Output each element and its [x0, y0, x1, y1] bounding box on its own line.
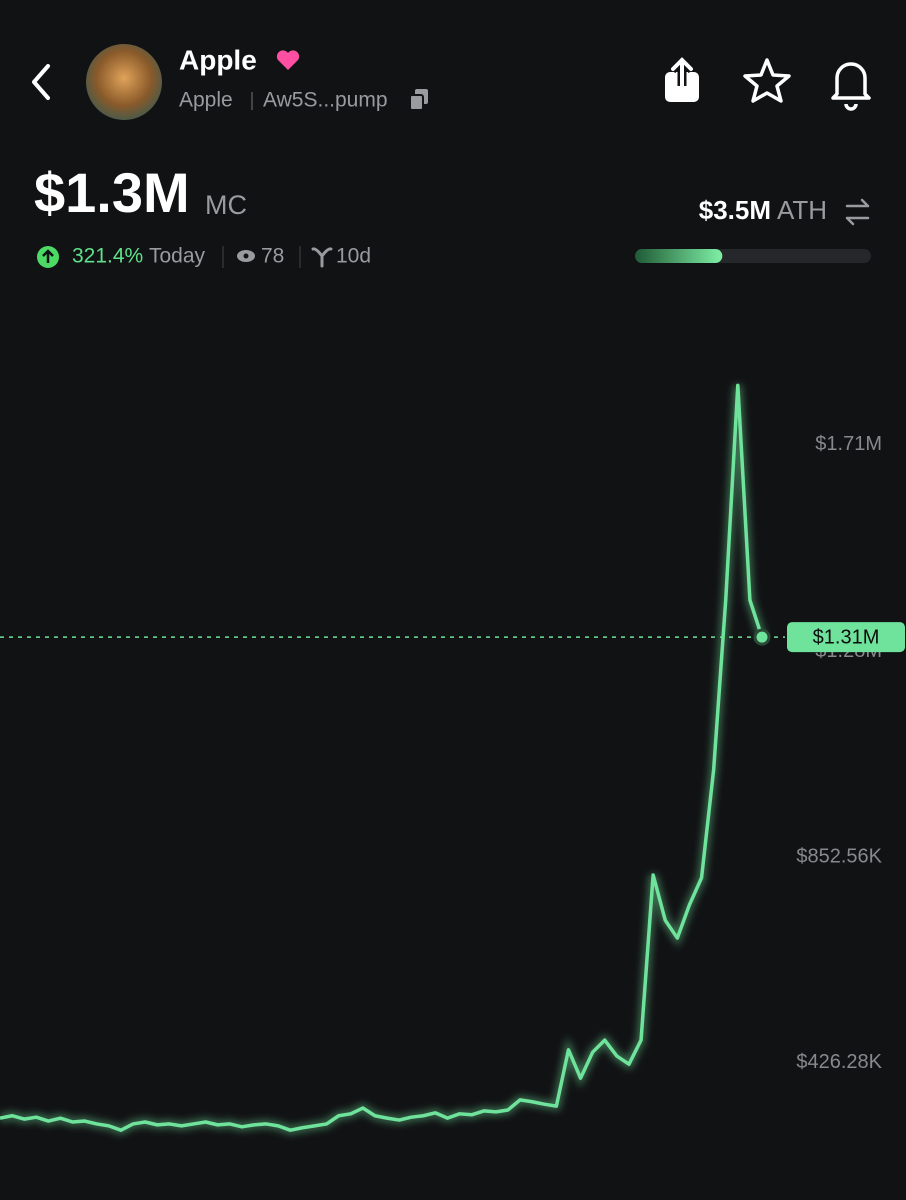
current-dot: [753, 628, 771, 646]
ath-label: ATH: [777, 195, 827, 225]
age-icon: [311, 247, 333, 268]
copy-button[interactable]: [409, 89, 428, 111]
price-line: [0, 383, 764, 1132]
current-price-label: $1.31M: [813, 626, 880, 648]
market-cap: $1.3M: [34, 161, 190, 224]
favorite-heart[interactable]: [276, 50, 300, 70]
change-period: Today: [149, 245, 206, 268]
star-button[interactable]: [743, 58, 791, 103]
market-cap-label: MC: [205, 190, 247, 220]
change-arrow: [42, 249, 54, 263]
token-ticker: Apple: [179, 89, 233, 112]
ath-value: $3.5M: [699, 195, 771, 225]
token-address: Aw5S...pump: [263, 89, 388, 112]
views-icon: [237, 250, 255, 262]
share-button[interactable]: [665, 53, 699, 102]
views: 78: [261, 245, 284, 268]
y-tick-label: $426.28K: [796, 1051, 882, 1073]
current-price-badge: [787, 622, 905, 653]
back-button[interactable]: [32, 64, 50, 100]
age: 10d: [336, 245, 371, 268]
token-name: Apple: [179, 44, 257, 75]
y-tick-label: $1.71M: [815, 433, 882, 455]
ath-progress: [635, 249, 723, 263]
change-percent: 321.4%: [72, 245, 143, 268]
avatar: [86, 44, 162, 120]
alert-button[interactable]: [831, 62, 871, 111]
swap-button[interactable]: [845, 198, 870, 226]
chart: $426.28K$852.56K$1.28M$1.71M$1.31M: [0, 383, 905, 1135]
y-tick-label: $852.56K: [796, 846, 882, 868]
